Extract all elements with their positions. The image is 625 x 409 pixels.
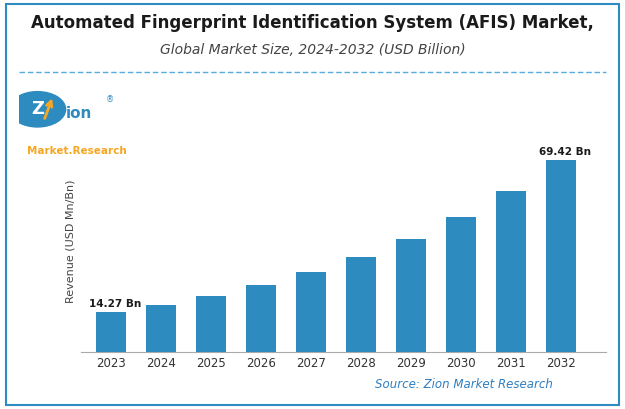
Bar xyxy=(96,312,126,352)
Text: Market.Research: Market.Research xyxy=(26,146,126,155)
Bar xyxy=(146,305,176,352)
Text: Automated Fingerprint Identification System (AFIS) Market,: Automated Fingerprint Identification Sys… xyxy=(31,14,594,32)
Text: Source: Zion Market Research: Source: Zion Market Research xyxy=(375,378,553,391)
Y-axis label: Revenue (USD Mn/Bn): Revenue (USD Mn/Bn) xyxy=(66,180,76,303)
Text: ion: ion xyxy=(66,106,92,121)
Text: Global Market Size, 2024-2032 (USD Billion): Global Market Size, 2024-2032 (USD Billi… xyxy=(160,43,465,57)
Bar xyxy=(196,296,226,352)
Circle shape xyxy=(9,92,66,127)
Bar xyxy=(546,160,576,352)
Bar xyxy=(446,217,476,352)
Text: ®: ® xyxy=(106,95,114,104)
Text: Z: Z xyxy=(31,100,44,118)
Bar xyxy=(396,238,426,352)
Bar xyxy=(246,285,276,352)
Bar xyxy=(346,257,376,352)
Text: 14.27 Bn: 14.27 Bn xyxy=(89,299,141,309)
Text: 69.42 Bn: 69.42 Bn xyxy=(539,147,591,157)
Bar xyxy=(296,272,326,352)
Text: CAGR : 19.22%: CAGR : 19.22% xyxy=(79,380,184,393)
Bar xyxy=(496,191,526,352)
